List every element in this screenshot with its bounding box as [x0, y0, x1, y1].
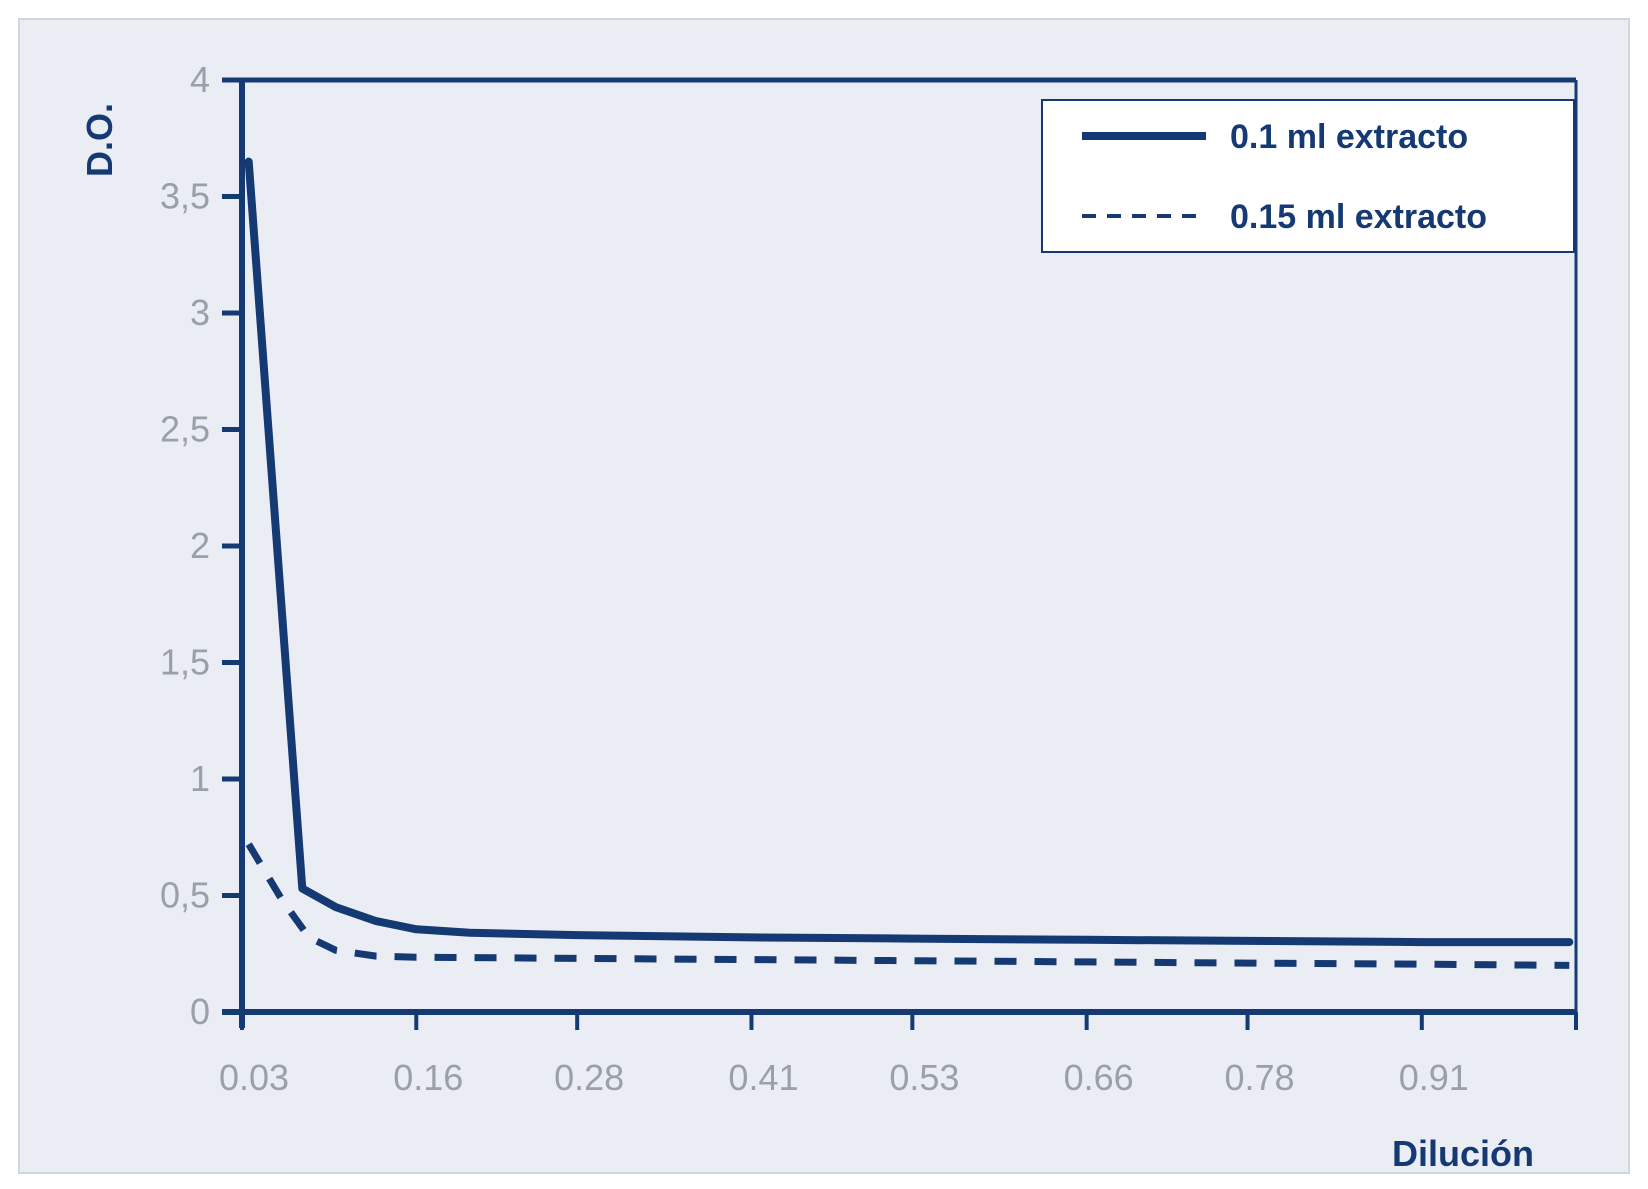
y-tick-label: 3,5: [160, 176, 210, 217]
series-line-dashed: [245, 842, 1570, 969]
x-tick-label: 0.78: [1224, 1057, 1294, 1098]
legend-box: [1041, 99, 1575, 253]
x-tick-label: 0.53: [889, 1057, 959, 1098]
x-tick-label: 0.91: [1399, 1057, 1469, 1098]
y-tick-label: 2: [190, 525, 210, 566]
y-tick-label: 1: [190, 758, 210, 799]
legend-label-0: 0.1 ml extracto: [1230, 118, 1468, 156]
legend: 0.1 ml extracto 0.15 ml extracto: [1041, 99, 1575, 253]
plot-axes: [222, 77, 1578, 1028]
x-axis-ticks: 0.03 0.16 0.28 0.41 0.53 0.66 0.78 0.91: [219, 1012, 1578, 1098]
legend-label-1: 0.15 ml extracto: [1230, 198, 1487, 236]
x-tick-label: 0.41: [728, 1057, 798, 1098]
x-tick-label: 0.66: [1064, 1057, 1134, 1098]
y-tick-label: 4: [190, 59, 210, 100]
series-lines: [244, 157, 1574, 969]
x-tick-label: 0.16: [393, 1057, 463, 1098]
x-tick-label: 0.28: [554, 1057, 624, 1098]
y-axis-ticks: 0 0,5 1 1,5 2 2,5 3 3,5 4: [160, 59, 242, 1032]
y-tick-label: 1,5: [160, 642, 210, 683]
y-tick-label: 0: [190, 991, 210, 1032]
y-axis-title: D.O.: [79, 103, 120, 177]
y-tick-label: 3: [190, 292, 210, 333]
y-tick-label: 0,5: [160, 875, 210, 916]
x-axis-title: Dilución: [1392, 1133, 1534, 1174]
series-line-solid: [244, 157, 1574, 947]
x-tick-label: 0.03: [219, 1057, 289, 1098]
y-tick-label: 2,5: [160, 409, 210, 450]
